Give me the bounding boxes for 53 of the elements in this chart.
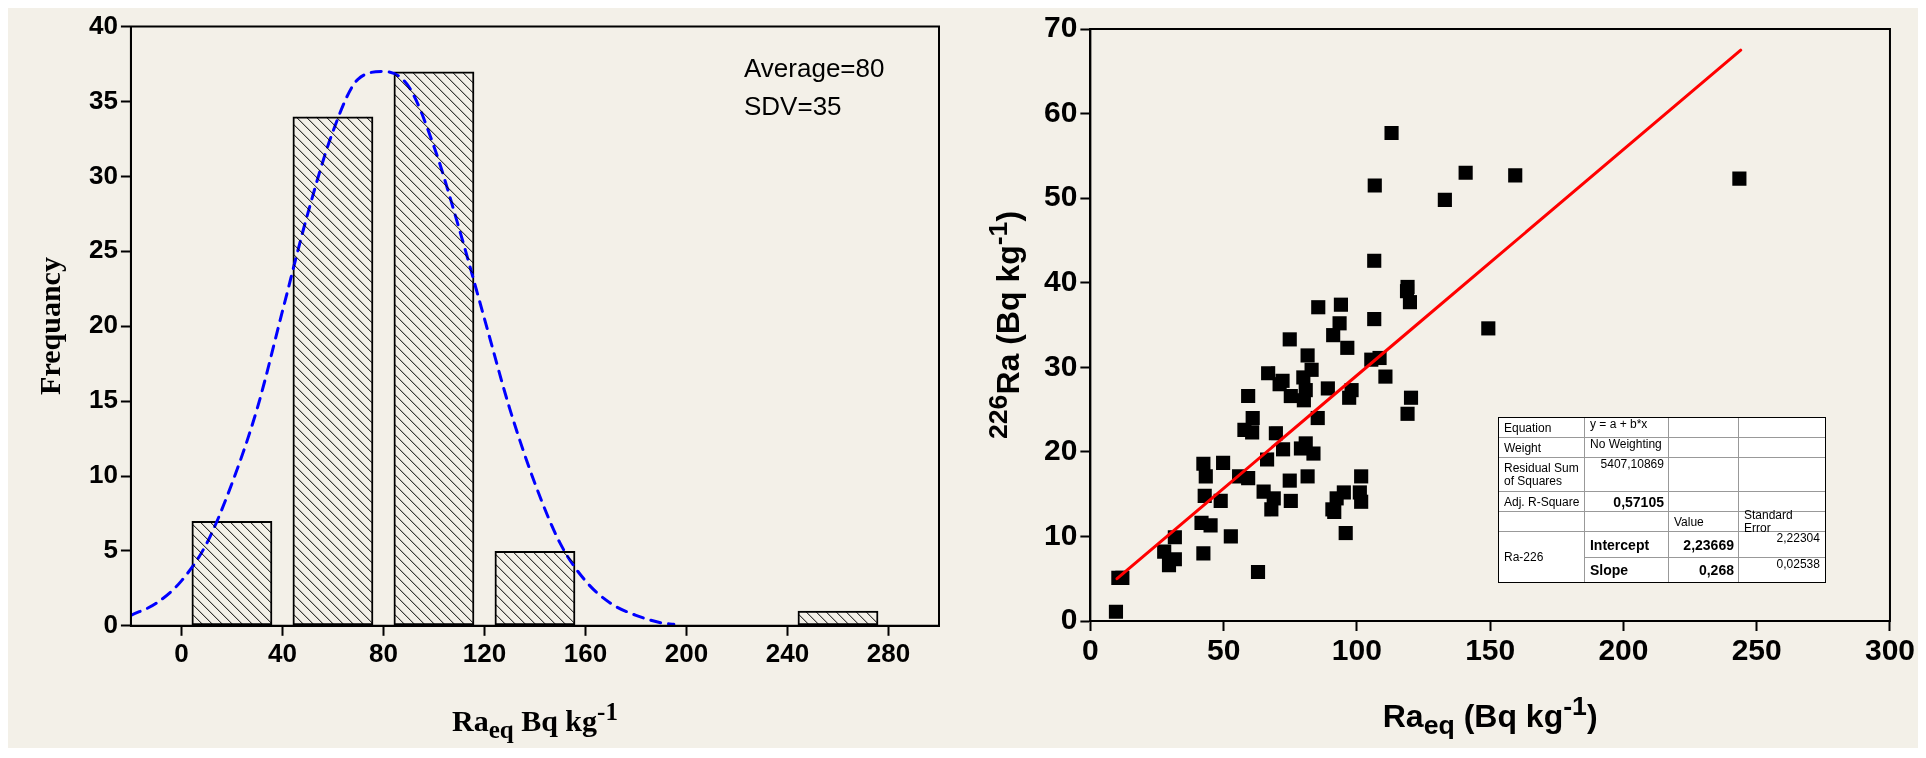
x-axis-title: Ra$_{eq}$ Bq kg$^{-1}$ xyxy=(452,697,618,744)
x-tick-label: 200 xyxy=(664,637,709,668)
y-tick-label: 25 xyxy=(89,234,118,265)
y-tick-label: 15 xyxy=(89,384,118,415)
annotation: 0,02538 xyxy=(1776,557,1820,571)
x-tick-label: 0 xyxy=(1082,633,1099,667)
annotation: No Weighting xyxy=(1589,437,1662,451)
y-tick-label: 0 xyxy=(1060,602,1078,636)
x-tick-label: 250 xyxy=(1731,633,1782,667)
y-tick-label: 40 xyxy=(89,9,118,40)
annotation: y = a + b*x xyxy=(1589,417,1648,431)
y-tick-label: 10 xyxy=(89,459,118,490)
y-tick-label: 10 xyxy=(1043,517,1078,551)
x-tick-label: 300 xyxy=(1864,633,1915,667)
y-tick-label: 30 xyxy=(1043,348,1078,382)
x-tick-label: 100 xyxy=(1331,633,1382,667)
annotation: Weight xyxy=(1503,440,1542,455)
y-tick-label: 60 xyxy=(1043,94,1078,128)
x-tick-label: 50 xyxy=(1206,633,1241,667)
x-tick-label: 40 xyxy=(267,637,297,668)
x-tick-label: 80 xyxy=(368,637,398,668)
annotation: Value xyxy=(1673,514,1704,529)
annotation: 5407,10869 xyxy=(1600,457,1664,471)
annotation: 2,23669 xyxy=(1683,536,1734,553)
x-tick-label: 160 xyxy=(563,637,608,668)
annotation: Equation xyxy=(1503,420,1552,435)
annotation: Average=80 xyxy=(744,52,885,83)
x-tick-label: 120 xyxy=(462,637,507,668)
x-tick-label: 200 xyxy=(1598,633,1649,667)
annotation: Slope xyxy=(1589,561,1629,578)
y-tick-label: 20 xyxy=(1043,433,1078,467)
annotation: Residual Sum of Squares xyxy=(1503,461,1580,488)
x-tick-label: 240 xyxy=(765,637,810,668)
x-tick-label: 150 xyxy=(1465,633,1516,667)
annotation: Adj. R-Square xyxy=(1503,494,1580,509)
y-tick-label: 5 xyxy=(103,534,118,565)
y-tick-label: 40 xyxy=(1043,263,1078,297)
y-axis-title: Frequancy xyxy=(33,257,67,396)
annotation: 0,57105 xyxy=(1613,493,1664,510)
annotation: SDV=35 xyxy=(744,90,842,121)
y-tick-label: 35 xyxy=(89,84,118,115)
y-tick-label: 70 xyxy=(1043,10,1078,44)
x-tick-label: 280 xyxy=(866,637,911,668)
annotation: 2,22304 xyxy=(1776,531,1820,545)
y-tick-label: 50 xyxy=(1043,179,1078,213)
y-tick-label: 30 xyxy=(89,159,118,190)
x-axis-title: Ra$_{eq}$ (Bq kg$^{-1}$) xyxy=(1382,690,1598,742)
annotation: Ra-226 xyxy=(1503,549,1544,564)
y-tick-label: 20 xyxy=(89,309,118,340)
annotation: Intercept xyxy=(1589,536,1650,553)
y-tick-label: 0 xyxy=(103,608,118,639)
x-tick-label: 0 xyxy=(174,637,189,668)
annotation: 0,268 xyxy=(1698,561,1734,578)
